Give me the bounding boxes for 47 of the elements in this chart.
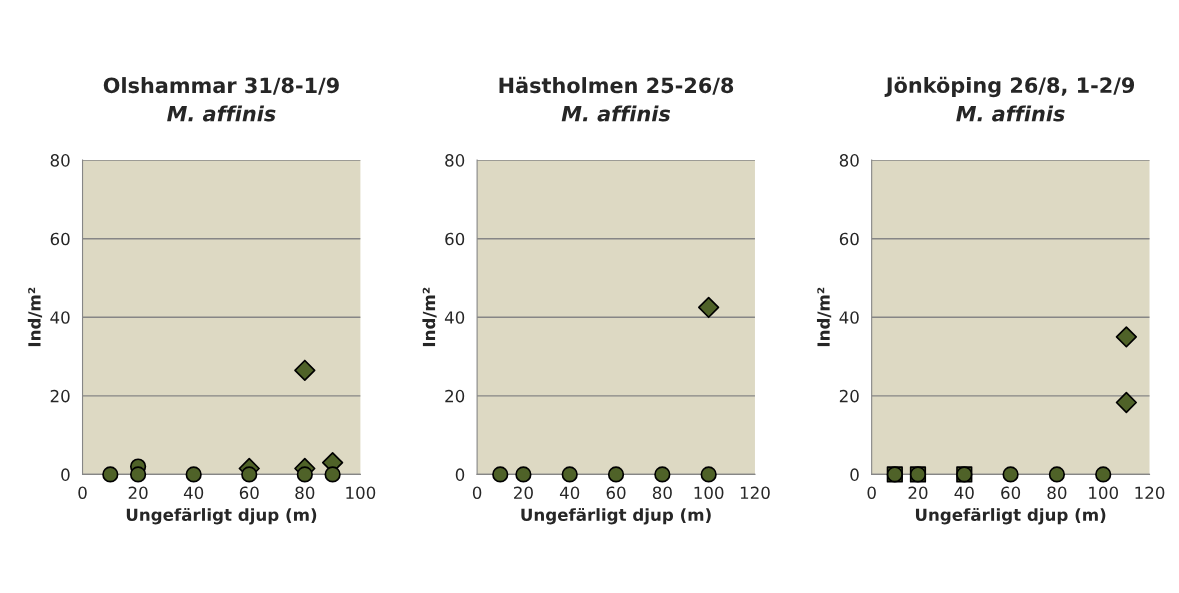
x-tick-label: 60 xyxy=(606,486,626,500)
y-tick-label: 20 xyxy=(839,389,859,403)
chart-subtitle: M. affinis xyxy=(561,105,671,122)
y-tick-label: 80 xyxy=(839,154,859,167)
x-axis-title: Ungefärligt djup (m) xyxy=(521,507,711,525)
y-tick-label: 80 xyxy=(445,154,465,167)
y-axis-title: Ind/m² xyxy=(422,287,437,347)
x-tick-label: 120 xyxy=(1135,486,1165,500)
chart-title: Olshammar 31/8-1/9 xyxy=(103,77,339,95)
y-tick-label: 40 xyxy=(444,311,465,324)
y-tick-label: 20 xyxy=(445,389,465,403)
x-tick-label: 0 xyxy=(78,486,87,500)
chart-title: Jönköping 26/8, 1-2/9 xyxy=(884,76,1135,98)
y-tick-label: 60 xyxy=(839,232,859,246)
x-tick-label: 40 xyxy=(183,486,204,500)
chart-subtitle: M. affinis xyxy=(167,105,276,122)
y-axis-title: Ind/m² xyxy=(816,287,832,347)
y-tick-label: 60 xyxy=(50,232,70,246)
x-axis-title: Ungefärligt djup (m) xyxy=(915,507,1106,525)
x-tick-label: 120 xyxy=(740,486,770,500)
y-tick-label: 60 xyxy=(445,232,465,246)
chart-title: Hästholmen 25-26/8 xyxy=(499,76,734,95)
y-axis-title: Ind/m² xyxy=(27,287,43,347)
x-tick-label: 100 xyxy=(346,486,376,500)
x-tick-label: 80 xyxy=(295,486,315,500)
y-tick-label: 20 xyxy=(50,389,70,403)
x-tick-label: 80 xyxy=(1047,486,1067,500)
x-tick-label: 20 xyxy=(908,486,928,500)
x-tick-label: 0 xyxy=(472,486,482,500)
x-tick-label: 0 xyxy=(867,486,876,500)
x-tick-label: 100 xyxy=(694,486,724,500)
y-tick-label: 40 xyxy=(50,311,70,324)
y-tick-label: 80 xyxy=(50,154,70,167)
x-tick-label: 100 xyxy=(1089,486,1119,500)
x-tick-label: 60 xyxy=(239,486,259,500)
x-tick-label: 80 xyxy=(652,486,672,500)
x-tick-label: 40 xyxy=(559,486,580,500)
y-tick-label: 0 xyxy=(455,468,465,481)
x-tick-label: 60 xyxy=(1001,486,1021,500)
chart-subtitle: M. affinis xyxy=(956,105,1065,122)
x-tick-label: 40 xyxy=(954,486,974,500)
x-tick-label: 20 xyxy=(514,486,533,500)
x-tick-label: 20 xyxy=(128,486,148,500)
y-tick-label: 40 xyxy=(839,311,859,324)
x-axis-title: Ungefärligt djup (m) xyxy=(126,507,317,525)
y-tick-label: 0 xyxy=(61,468,70,481)
y-tick-label: 0 xyxy=(850,468,859,481)
